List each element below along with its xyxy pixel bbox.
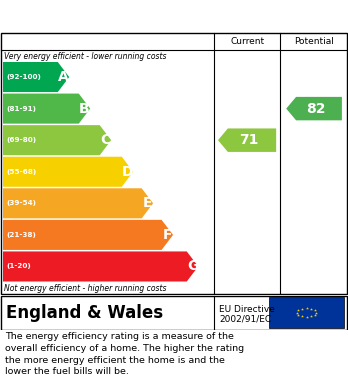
Text: (39-54): (39-54) — [6, 200, 36, 206]
Text: Potential: Potential — [294, 37, 334, 46]
Text: G: G — [187, 260, 198, 273]
Text: Not energy efficient - higher running costs: Not energy efficient - higher running co… — [4, 284, 166, 293]
Text: (21-38): (21-38) — [6, 232, 36, 238]
Polygon shape — [3, 125, 111, 155]
Text: The energy efficiency rating is a measure of the
overall efficiency of a home. T: The energy efficiency rating is a measur… — [5, 332, 244, 377]
Text: (92-100): (92-100) — [6, 74, 41, 80]
Text: 2002/91/EC: 2002/91/EC — [219, 315, 271, 324]
Text: Energy Efficiency Rating: Energy Efficiency Rating — [9, 9, 230, 23]
Polygon shape — [3, 93, 90, 124]
Text: E: E — [143, 196, 152, 210]
Text: B: B — [79, 102, 90, 116]
Text: C: C — [100, 133, 111, 147]
Polygon shape — [286, 97, 342, 120]
Text: EU Directive: EU Directive — [219, 305, 275, 314]
Bar — [269, 297, 344, 328]
Text: (1-20): (1-20) — [6, 264, 31, 269]
Text: Very energy efficient - lower running costs: Very energy efficient - lower running co… — [4, 52, 166, 61]
Polygon shape — [3, 188, 153, 218]
Text: Current: Current — [230, 37, 264, 46]
Text: (81-91): (81-91) — [6, 106, 36, 111]
Polygon shape — [3, 157, 133, 187]
Polygon shape — [218, 129, 276, 152]
Polygon shape — [3, 220, 173, 250]
Text: 71: 71 — [239, 133, 259, 147]
Text: (55-68): (55-68) — [6, 169, 36, 175]
Text: (69-80): (69-80) — [6, 137, 36, 143]
Text: D: D — [122, 165, 133, 179]
Text: 82: 82 — [306, 102, 326, 116]
Polygon shape — [3, 251, 198, 282]
Text: F: F — [163, 228, 172, 242]
Polygon shape — [3, 62, 69, 92]
Text: A: A — [58, 70, 69, 84]
Text: England & Wales: England & Wales — [6, 303, 163, 321]
